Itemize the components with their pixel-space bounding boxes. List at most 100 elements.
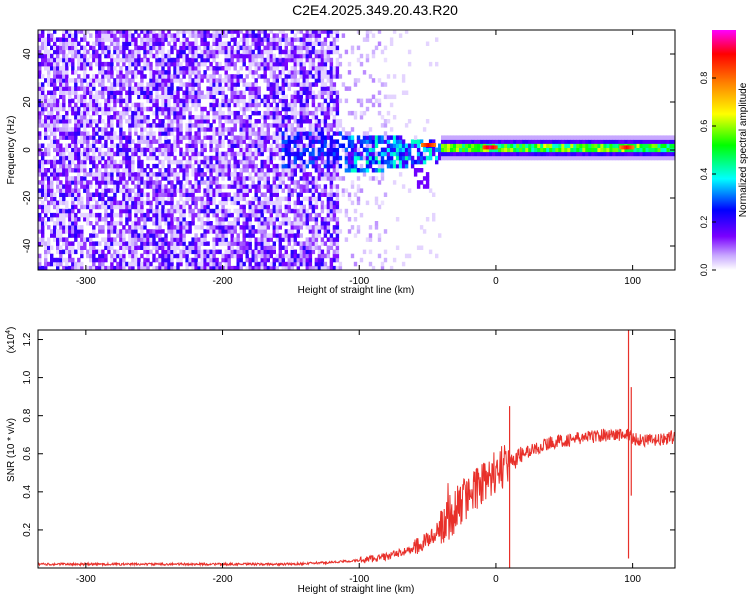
spectrogram-cell — [197, 184, 201, 189]
spectrogram-cell — [56, 115, 60, 120]
spectrogram-cell — [212, 192, 216, 197]
spectrogram-cell — [53, 155, 57, 161]
spectrogram-cell — [392, 180, 397, 185]
spectrogram-cell — [119, 253, 123, 259]
spectrogram-cell — [152, 30, 156, 34]
spectrogram-cell — [158, 127, 162, 132]
spectrogram-cell — [131, 188, 135, 193]
spectrogram-cell — [495, 151, 499, 157]
spectrogram-cell — [161, 98, 165, 104]
spectrogram-cell — [86, 135, 90, 140]
spectrogram-cell — [483, 139, 487, 144]
spectrogram-cell — [320, 176, 325, 181]
spectrogram-cell — [335, 163, 340, 169]
spectrogram-cell — [230, 127, 234, 132]
spectrogram-cell — [311, 110, 316, 116]
spectrogram-cell — [104, 110, 108, 116]
spectrogram-cell — [107, 241, 111, 246]
spectrogram-cell — [197, 139, 201, 144]
spectrogram-cell — [95, 180, 99, 185]
spectrogram-cell — [206, 188, 210, 193]
spectrogram-cell — [92, 82, 96, 87]
spectrogram-cell — [212, 102, 216, 108]
spectrogram-cell — [200, 176, 204, 181]
spectrogram-cell — [236, 90, 240, 95]
spectrogram-cell — [74, 168, 78, 173]
spectrogram-cell — [266, 257, 270, 263]
spectrogram-cell — [134, 176, 138, 181]
spectrogram-cell — [113, 41, 117, 46]
spectrogram-cell — [215, 249, 219, 255]
spectrogram-cell — [89, 66, 93, 71]
spectrogram-cell — [212, 168, 216, 173]
spectrogram-cell — [281, 37, 285, 42]
spectrogram-cell — [155, 53, 159, 59]
spectrogram-cell — [74, 49, 78, 55]
spectrogram-cell — [269, 102, 273, 108]
spectrogram-cell — [191, 139, 195, 144]
spectrogram-cell — [383, 192, 388, 197]
spectrogram-cell — [152, 37, 156, 42]
spectrogram-cell — [209, 196, 213, 202]
spectrogram-cell — [68, 90, 72, 95]
spectrogram-cell — [134, 110, 138, 116]
spectrogram-cell — [320, 94, 325, 100]
spectrogram-cell — [98, 225, 102, 230]
spectrogram-cell — [119, 208, 123, 214]
spectrogram-cell — [290, 106, 294, 112]
spectrogram-cell — [248, 163, 252, 169]
spectrogram-cell — [161, 245, 165, 250]
spectrogram-cell — [260, 143, 264, 148]
spectrogram-cell — [68, 217, 72, 222]
spectrogram-cell — [444, 139, 448, 144]
spectrogram-cell — [290, 229, 294, 234]
spectrogram-cell — [311, 102, 316, 108]
spectrogram-cell — [146, 184, 150, 189]
spectrogram-cell — [143, 233, 147, 238]
spectrogram-cell — [38, 131, 42, 136]
spectrogram-cell — [143, 257, 147, 263]
spectrogram-cell — [432, 147, 436, 153]
spectrogram-cell — [287, 261, 291, 267]
spectrogram-cell — [65, 135, 69, 140]
spectrogram-cell — [77, 30, 81, 34]
spectrogram-cell — [221, 115, 225, 120]
spectrogram-cell — [203, 233, 207, 238]
spectrogram-cell — [194, 131, 198, 136]
spectrogram-cell — [107, 245, 111, 250]
spectrogram-cell — [215, 155, 219, 161]
spectrogram-cell — [206, 66, 210, 71]
spectrogram-cell — [38, 119, 42, 124]
spectrogram-cell — [260, 37, 264, 42]
spectrogram-cell — [62, 30, 66, 34]
spectrogram-cell — [329, 127, 334, 132]
spectrogram-cell — [224, 115, 228, 120]
spectrogram-cell — [305, 41, 309, 46]
spectrogram-cell — [107, 119, 111, 124]
spectrogram-cell — [119, 212, 123, 218]
spectrogram-cell — [119, 115, 123, 120]
spectrogram-cell — [110, 61, 114, 67]
spectrogram-cell — [299, 192, 303, 197]
spectrogram-cell — [251, 102, 255, 108]
spectrogram-cell — [68, 192, 72, 197]
spectrogram-cell — [314, 217, 319, 222]
spectrogram-cell — [194, 237, 198, 242]
spectrogram-cell — [134, 229, 138, 234]
spectrogram-cell — [167, 241, 171, 246]
spectrogram-cell — [287, 200, 291, 206]
spectrogram-cell — [212, 155, 216, 161]
spectrogram-cell — [287, 204, 291, 210]
spectrogram-cell — [263, 110, 267, 116]
spectrogram-cell — [287, 253, 291, 259]
spectrogram-cell — [62, 249, 66, 255]
spectrogram-cell — [104, 123, 108, 128]
spectrogram-cell — [218, 90, 222, 95]
spectrogram-cell — [44, 45, 48, 51]
spectrogram-cell — [368, 237, 373, 242]
spectrogram-cell — [254, 163, 258, 169]
spectrogram-cell — [305, 159, 309, 165]
spectrogram-cell — [266, 184, 270, 189]
spectrogram-cell — [353, 233, 358, 238]
spectrogram-cell — [140, 168, 144, 173]
